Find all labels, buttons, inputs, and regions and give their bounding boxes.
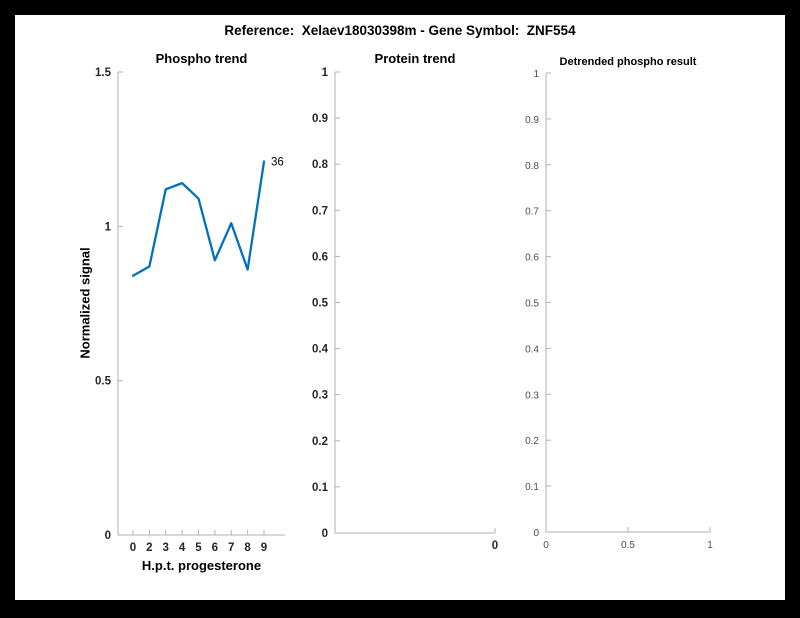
- x-tick-label: 8: [244, 542, 251, 554]
- x-tick-label: 5: [195, 542, 202, 554]
- x-tick-label: 0: [492, 540, 498, 552]
- y-tick-label: 0.7: [525, 207, 539, 218]
- figure-title: Reference: Xelaev18030398m - Gene Symbol…: [224, 23, 576, 38]
- x-tick-label: 7: [228, 542, 234, 554]
- protein-trend-title: Protein trend: [374, 51, 456, 66]
- x-tick-label: 0: [543, 540, 549, 551]
- y-tick-label: 0.5: [95, 376, 112, 388]
- x-tick-label: 2: [146, 542, 152, 554]
- y-tick-label: 0.9: [525, 115, 539, 126]
- x-tick-label: 3: [163, 542, 169, 554]
- x-tick-label: 6: [212, 542, 218, 554]
- y-tick-label: 0.1: [525, 482, 539, 493]
- y-tick-label: 0: [533, 528, 539, 539]
- y-tick-label: 0.3: [312, 390, 328, 402]
- x-tick-label: 0.5: [621, 540, 635, 551]
- protein-trend-plot: 0 0.1 0.2 0.3 0.4 0.5 0.6 0.7 0.8 0.9 1 0: [312, 67, 498, 552]
- y-tick-label: 0: [105, 530, 111, 542]
- y-tick-label: 0.6: [312, 251, 328, 263]
- figure-canvas: Reference: Xelaev18030398m - Gene Symbol…: [15, 15, 785, 600]
- y-tick-label: 0.1: [312, 482, 329, 494]
- phospho-x-axis-label: H.p.t. progesterone: [141, 558, 262, 573]
- y-tick-label: 0.4: [525, 344, 539, 355]
- x-tick-label: 9: [261, 542, 267, 554]
- y-tick-label: 1.5: [95, 67, 112, 79]
- y-tick-label: 0.8: [525, 161, 539, 172]
- detrended-phospho-title: Detrended phospho result: [559, 56, 697, 68]
- phospho-trend-plot: 00.511.50 2 3 4 5 6 7 8 936: [95, 67, 285, 554]
- end-point-label: 36: [271, 157, 284, 169]
- y-tick-label: 0.2: [525, 436, 539, 447]
- phospho-trend-title: Phospho trend: [155, 51, 248, 66]
- y-tick-label: 1: [322, 67, 329, 79]
- x-tick-label: 1: [707, 540, 713, 551]
- y-tick-label: 0.2: [312, 436, 328, 448]
- detrended-phospho-plot: 0 0.1 0.2 0.3 0.4 0.5 0.6 0.7 0.8 0.9 1 0 0.5 1: [525, 69, 713, 551]
- y-tick-label: 0.5: [525, 299, 539, 310]
- y-tick-label: 0.6: [525, 253, 539, 264]
- y-tick-label: 0: [322, 528, 328, 540]
- y-tick-label: 1: [105, 221, 112, 233]
- x-tick-label: 4: [179, 542, 186, 554]
- y-tick-label: 0.8: [312, 159, 329, 171]
- y-tick-label: 1: [533, 69, 539, 80]
- x-tick-label: 0: [130, 542, 136, 554]
- y-tick-label: 0.9: [312, 113, 328, 125]
- y-tick-label: 0.3: [525, 390, 539, 401]
- trend-line: [131, 160, 266, 277]
- y-tick-label: 0.7: [312, 205, 328, 217]
- y-tick-label: 0.4: [312, 344, 329, 356]
- y-tick-label: 0.5: [312, 298, 329, 310]
